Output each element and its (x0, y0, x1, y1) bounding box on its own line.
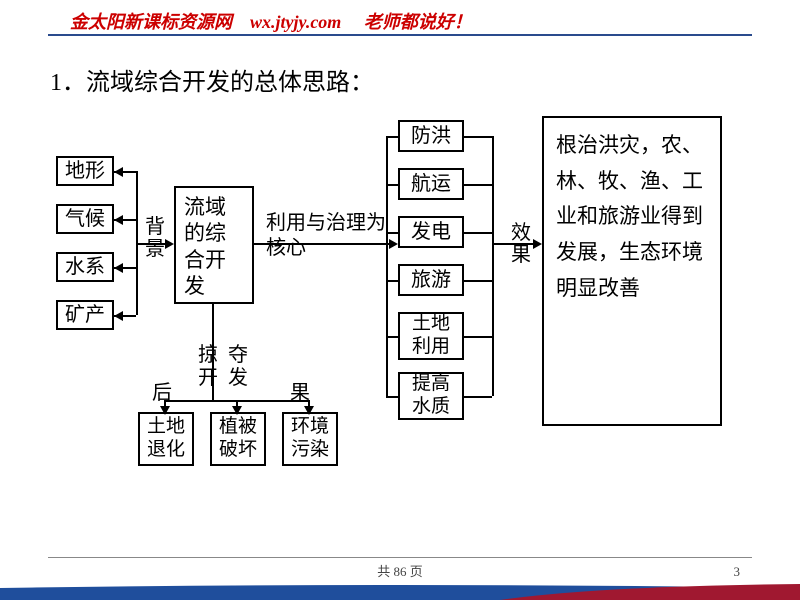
node-terrain: 地形 (56, 156, 114, 186)
footer-swoosh (0, 582, 800, 600)
node-landuse: 土地利用 (398, 312, 464, 360)
node-envpol: 环境污染 (282, 412, 338, 466)
node-power: 发电 (398, 216, 464, 248)
node-tour: 旅游 (398, 264, 464, 296)
node-water: 水系 (56, 252, 114, 282)
header-text: 金太阳新课标资源网 wx.jtyjy.com 老师都说好！ (70, 8, 472, 34)
hlabel-duo: 夺发 (228, 344, 250, 390)
hlabel-util: 利用与治理为核心 (266, 211, 386, 261)
node-vegdam: 植被破坏 (210, 412, 266, 466)
node-mineral: 矿产 (56, 300, 114, 330)
node-ship: 航运 (398, 168, 464, 200)
vlabel-bg: 背景 (144, 216, 166, 260)
node-climate: 气候 (56, 204, 114, 234)
header-rule (48, 34, 752, 36)
node-quality: 提高水质 (398, 372, 464, 420)
node-flood: 防洪 (398, 120, 464, 152)
page-number: 3 (734, 564, 741, 580)
hlabel-lue: 掠开 (198, 344, 220, 390)
page-counter: 共 86 页 (0, 561, 800, 580)
page-title: 1．流域综合开发的总体思路： (50, 62, 374, 97)
footer-rule (48, 557, 752, 558)
flowchart: 地形气候水系矿产 流域的综合开发土地退化植被破坏环境污染 防洪航运发电旅游土地利用提… (44, 110, 756, 510)
node-core: 流域的综合开发 (174, 186, 254, 304)
node-landdeg: 土地退化 (138, 412, 194, 466)
node-result: 根治洪灾，农、林、牧、渔、工业和旅游业得到发展，生态环境明显改善 (542, 116, 722, 426)
